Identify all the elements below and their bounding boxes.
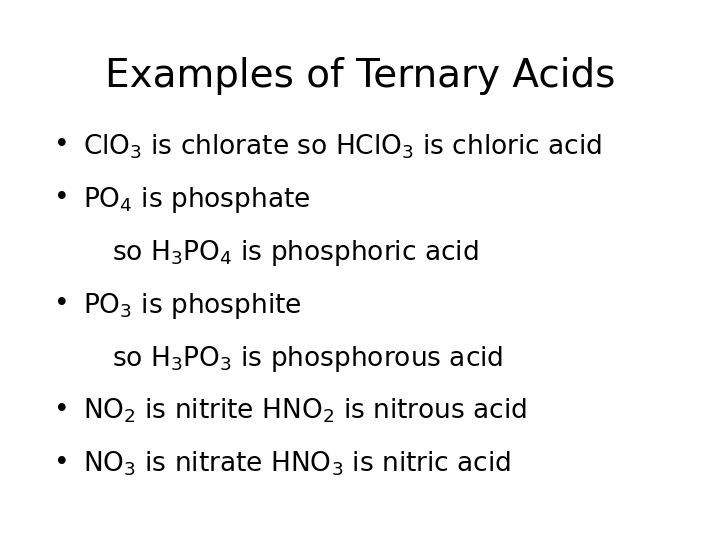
Text: •: • [54,185,70,211]
Text: •: • [54,291,70,317]
Text: Examples of Ternary Acids: Examples of Ternary Acids [105,57,615,94]
Text: ClO$_3$ is chlorate so HClO$_3$ is chloric acid: ClO$_3$ is chlorate so HClO$_3$ is chlor… [83,132,602,161]
Text: •: • [54,397,70,423]
Text: NO$_3$ is nitrate HNO$_3$ is nitric acid: NO$_3$ is nitrate HNO$_3$ is nitric acid [83,450,511,478]
Text: •: • [54,132,70,158]
Text: PO$_3$ is phosphite: PO$_3$ is phosphite [83,291,302,321]
Text: PO$_4$ is phosphate: PO$_4$ is phosphate [83,185,310,215]
Text: •: • [54,450,70,476]
Text: so H$_3$PO$_4$ is phosphoric acid: so H$_3$PO$_4$ is phosphoric acid [112,238,478,268]
Text: NO$_2$ is nitrite HNO$_2$ is nitrous acid: NO$_2$ is nitrite HNO$_2$ is nitrous aci… [83,397,527,426]
Text: so H$_3$PO$_3$ is phosphorous acid: so H$_3$PO$_3$ is phosphorous acid [112,344,503,374]
